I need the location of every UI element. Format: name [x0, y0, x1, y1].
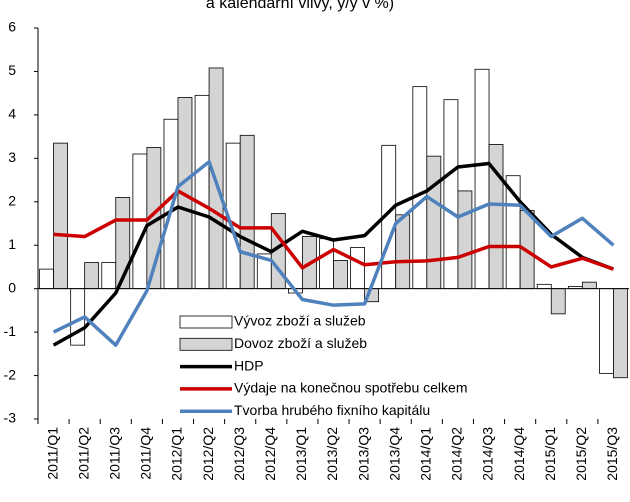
x-tick-label: 2011/Q1 — [44, 427, 60, 480]
legend-label: Vývoz zboží a služeb — [234, 313, 366, 329]
x-tick-label: 2011/Q2 — [75, 427, 91, 480]
bar — [84, 262, 100, 290]
legend-swatch — [179, 315, 233, 329]
line — [52, 160, 615, 347]
bar — [53, 142, 68, 290]
y-tick-label: 0 — [8, 279, 16, 295]
chart-title: a kalendářní vlivy, y/y v %) — [206, 0, 394, 12]
x-tick-label: 2012/Q3 — [231, 427, 247, 481]
x-tick-label: 2014/Q2 — [449, 427, 465, 481]
bar — [39, 268, 54, 290]
x-tick-label: 2014/Q3 — [480, 427, 496, 481]
x-tick-label: 2013/Q4 — [386, 427, 402, 481]
bar — [101, 262, 117, 290]
x-tick-label: 2012/Q4 — [262, 427, 278, 481]
x-tick-label: 2014/Q4 — [511, 427, 527, 481]
bar — [581, 281, 597, 290]
legend-swatch — [179, 337, 233, 351]
x-tick-label: 2015/Q1 — [542, 427, 558, 481]
bar — [457, 190, 473, 290]
x-tick-label: 2014/Q1 — [418, 427, 434, 481]
bar — [350, 246, 366, 290]
legend-label: Dovoz zboží a služeb — [234, 335, 367, 351]
bar — [474, 68, 490, 290]
y-tick-label: 6 — [8, 19, 16, 35]
bar — [536, 283, 552, 290]
line — [52, 161, 615, 347]
x-tick-label: 2013/Q2 — [324, 427, 340, 481]
x-tick-label: 2015/Q3 — [604, 427, 620, 481]
bar — [319, 238, 334, 290]
bar — [426, 155, 442, 290]
x-tick-label: 2013/Q3 — [355, 427, 371, 481]
y-tick-label: -1 — [4, 323, 17, 339]
bar — [395, 214, 411, 290]
x-tick-label: 2012/Q1 — [169, 427, 185, 481]
bar — [613, 288, 628, 379]
legend-label: Výdaje na konečnou spotřebu celkem — [234, 380, 467, 396]
x-tick-label: 2011/Q4 — [138, 427, 154, 480]
y-tick-label: 2 — [8, 192, 16, 208]
line — [53, 189, 615, 271]
y-tick-label: -2 — [4, 366, 17, 382]
y-tick-label: 1 — [8, 236, 16, 252]
bar — [412, 86, 428, 290]
bar — [239, 134, 255, 290]
legend-label: Tvorba hrubého fixního kapitálu — [234, 402, 430, 418]
bar — [550, 288, 566, 315]
x-tick-label: 2012/Q2 — [200, 427, 216, 481]
y-tick-label: -3 — [4, 410, 17, 426]
x-tick-label: 2015/Q2 — [573, 427, 589, 481]
bar — [599, 288, 614, 374]
bar — [194, 94, 210, 290]
y-tick-label: 3 — [8, 149, 16, 165]
y-tick-label: 5 — [8, 62, 16, 78]
x-tick-label: 2011/Q3 — [106, 427, 122, 480]
x-tick-label: 2013/Q1 — [293, 427, 309, 481]
legend-label: HDP — [234, 357, 264, 373]
y-tick-label: 4 — [8, 106, 16, 122]
bar — [333, 260, 348, 290]
